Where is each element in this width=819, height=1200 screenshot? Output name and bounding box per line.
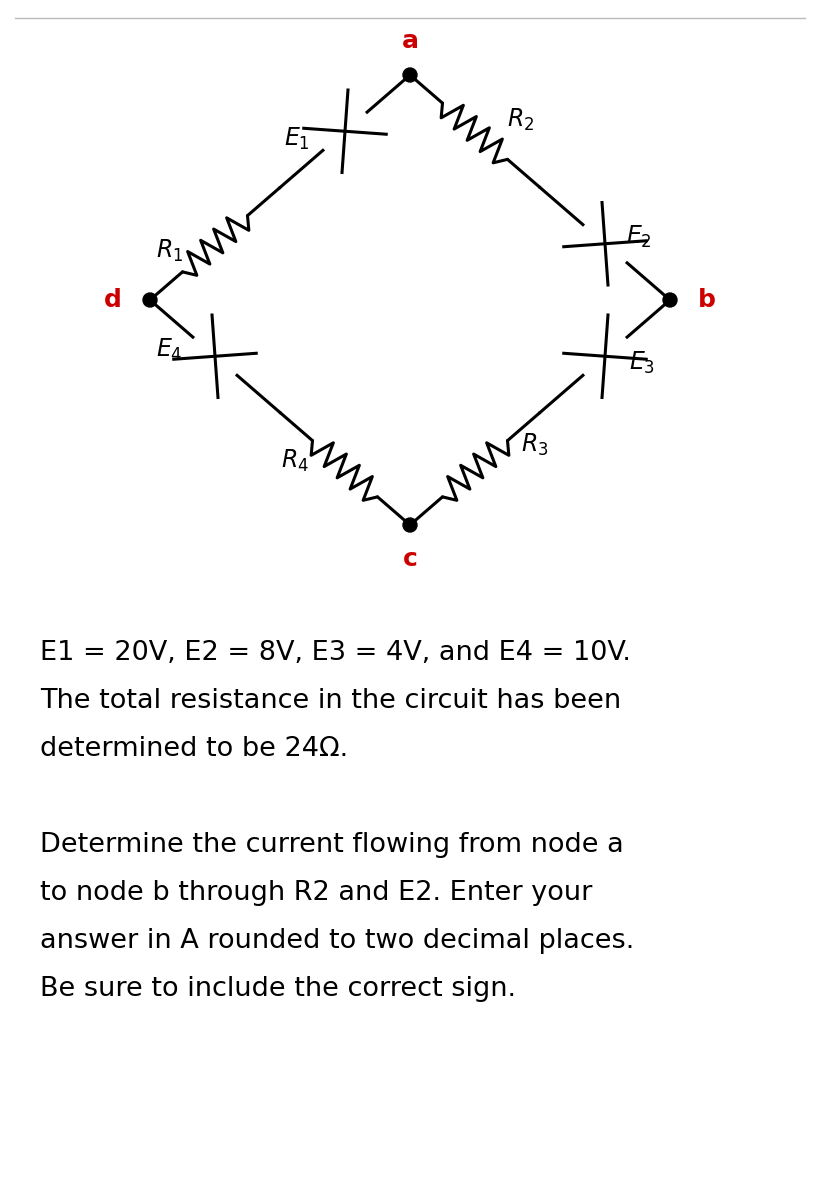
Circle shape [663,293,676,307]
Text: a: a [401,29,418,53]
Text: d: d [104,288,122,312]
Circle shape [143,293,156,307]
Text: $R_2$: $R_2$ [506,107,534,133]
Text: $E_1$: $E_1$ [283,126,310,152]
Text: $R_3$: $R_3$ [521,432,548,458]
Text: determined to be 24Ω.: determined to be 24Ω. [40,736,348,762]
Text: $R_4$: $R_4$ [280,448,309,474]
Circle shape [402,518,417,532]
Text: b: b [697,288,715,312]
Text: E1 = 20V, E2 = 8V, E3 = 4V, and E4 = 10V.: E1 = 20V, E2 = 8V, E3 = 4V, and E4 = 10V… [40,640,630,666]
Text: $E_4$: $E_4$ [156,336,182,362]
Text: c: c [402,547,417,571]
Text: Be sure to include the correct sign.: Be sure to include the correct sign. [40,976,515,1002]
Text: Determine the current flowing from node a: Determine the current flowing from node … [40,832,623,858]
Text: $E_2$: $E_2$ [626,224,651,250]
Text: answer in A rounded to two decimal places.: answer in A rounded to two decimal place… [40,928,633,954]
Text: The total resistance in the circuit has been: The total resistance in the circuit has … [40,688,620,714]
Text: $R_1$: $R_1$ [156,238,183,264]
Text: to node b through R2 and E2. Enter your: to node b through R2 and E2. Enter your [40,880,591,906]
Circle shape [402,68,417,82]
Text: $E_3$: $E_3$ [628,350,654,376]
